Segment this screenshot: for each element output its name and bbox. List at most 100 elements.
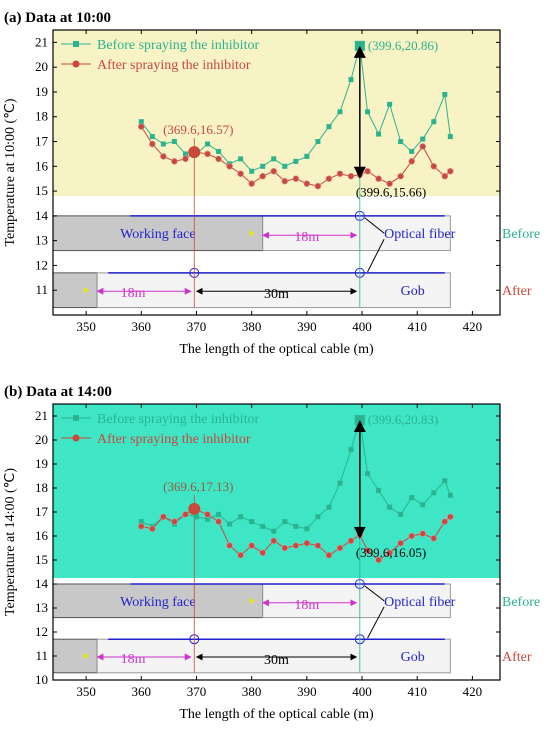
point-before bbox=[447, 492, 453, 498]
point-before bbox=[337, 109, 343, 115]
x-tick-label: 400 bbox=[352, 684, 372, 699]
panel-a-schematic: Working face Optical fiber Gob Before After 1… bbox=[52, 45, 540, 315]
x-tick-label: 420 bbox=[463, 319, 483, 334]
y-tick-label: 21 bbox=[35, 408, 48, 423]
highlight-after-369 bbox=[188, 146, 201, 159]
point-after bbox=[204, 150, 211, 158]
point-after bbox=[430, 163, 438, 170]
panel-a-y-axis-label: Temperature at 10:00 (℃) bbox=[3, 98, 18, 246]
point-before bbox=[293, 158, 299, 164]
point-after bbox=[226, 163, 233, 170]
point-after bbox=[447, 167, 454, 175]
point-after bbox=[386, 180, 393, 187]
point-before bbox=[282, 519, 288, 525]
point-after bbox=[408, 158, 416, 165]
point-after bbox=[248, 180, 255, 187]
point-before bbox=[238, 156, 244, 162]
point-before bbox=[149, 134, 155, 140]
point-after bbox=[292, 542, 300, 549]
point-after bbox=[408, 532, 416, 540]
point-before bbox=[387, 101, 393, 107]
point-after bbox=[386, 549, 393, 557]
point-after bbox=[259, 172, 267, 180]
distance-label-30m: 30m bbox=[264, 653, 289, 668]
point-after bbox=[325, 175, 333, 182]
panel-b-annotations: (399.6,20.83) (369.6,17.13) (399.6,16.05) bbox=[163, 412, 438, 560]
point-after bbox=[375, 175, 382, 182]
point-before bbox=[348, 447, 354, 453]
point-before bbox=[160, 141, 166, 147]
point-before bbox=[398, 139, 404, 145]
point-before bbox=[409, 148, 415, 154]
point-before bbox=[315, 139, 321, 145]
point-before bbox=[216, 511, 222, 517]
optical-fiber-label: Optical fiber bbox=[384, 227, 455, 242]
point-after bbox=[259, 549, 267, 557]
y-tick-label: 20 bbox=[35, 59, 48, 74]
point-after bbox=[226, 542, 233, 549]
point-after bbox=[237, 170, 244, 178]
working-face-block-after bbox=[52, 272, 98, 309]
point-after bbox=[270, 167, 278, 175]
x-tick-label: 420 bbox=[463, 684, 483, 699]
point-before bbox=[205, 141, 211, 147]
panel-a: (a) Data at 10:00 Working face Optical fi… bbox=[3, 10, 540, 357]
legend-label-after: After spraying the inhibitor bbox=[97, 432, 251, 447]
legend-label-after: After spraying the inhibitor bbox=[97, 58, 251, 73]
point-before bbox=[171, 139, 177, 145]
advance-arrow-before bbox=[249, 230, 255, 237]
point-after bbox=[419, 530, 427, 537]
legend-marker-after bbox=[72, 60, 80, 68]
y-tick-label: 19 bbox=[35, 84, 48, 99]
x-tick-label: 350 bbox=[76, 684, 96, 699]
point-before bbox=[271, 156, 277, 162]
legend-label-before: Before spraying the inhibitor bbox=[97, 38, 259, 53]
panel-a-x-axis-label: The length of the optical cable (m) bbox=[179, 342, 374, 357]
point-after bbox=[336, 170, 344, 178]
x-tick-label: 390 bbox=[297, 684, 317, 699]
highlight-after-369 bbox=[188, 502, 201, 515]
point-after bbox=[171, 518, 178, 525]
annotation-after-400: (399.6,15.66) bbox=[356, 185, 426, 200]
point-after bbox=[441, 172, 449, 180]
y-tick-label: 14 bbox=[35, 576, 49, 591]
panel-b-legend: Before spraying the inhibitor After spray… bbox=[61, 412, 259, 447]
point-after bbox=[364, 167, 371, 175]
panel-a-title: (a) Data at 10:00 bbox=[4, 10, 111, 26]
y-tick-label: 13 bbox=[35, 600, 48, 615]
y-tick-label: 11 bbox=[35, 648, 48, 663]
point-before bbox=[304, 526, 310, 532]
gob-label: Gob bbox=[401, 650, 425, 665]
point-after bbox=[237, 551, 244, 559]
after-label: After bbox=[502, 284, 532, 299]
point-before bbox=[420, 136, 426, 142]
point-before bbox=[348, 77, 354, 83]
y-tick-label: 18 bbox=[35, 109, 48, 124]
distance-label-18m-top: 18m bbox=[294, 598, 319, 613]
plot-frame bbox=[52, 403, 501, 681]
x-tick-label: 370 bbox=[187, 319, 207, 334]
distance-label-30m: 30m bbox=[264, 287, 289, 302]
y-tick-label: 12 bbox=[35, 624, 48, 639]
point-after bbox=[336, 544, 344, 552]
y-tick-label: 17 bbox=[35, 504, 49, 519]
panel-a-annotations: (399.6,20.86) (369.6,16.57) (399.6,15.66) bbox=[163, 38, 438, 200]
point-after bbox=[303, 180, 311, 187]
after-label: After bbox=[502, 650, 532, 665]
point-after bbox=[441, 518, 449, 525]
optical-fiber-label: Optical fiber bbox=[384, 595, 455, 610]
optical-fiber-pointer-2 bbox=[367, 238, 385, 273]
point-after bbox=[149, 525, 156, 533]
legend-label-before: Before spraying the inhibitor bbox=[97, 412, 259, 427]
before-label: Before bbox=[502, 595, 540, 610]
point-before bbox=[227, 521, 233, 527]
point-after bbox=[303, 539, 311, 547]
x-tick-label: 380 bbox=[242, 684, 262, 699]
annotation-after-400: (399.6,16.05) bbox=[356, 545, 426, 560]
highlight-max-before bbox=[354, 415, 365, 426]
point-after bbox=[137, 523, 145, 530]
point-before bbox=[442, 91, 448, 97]
advance-arrow-before bbox=[249, 597, 255, 604]
panel-b-plot-background bbox=[53, 404, 500, 578]
